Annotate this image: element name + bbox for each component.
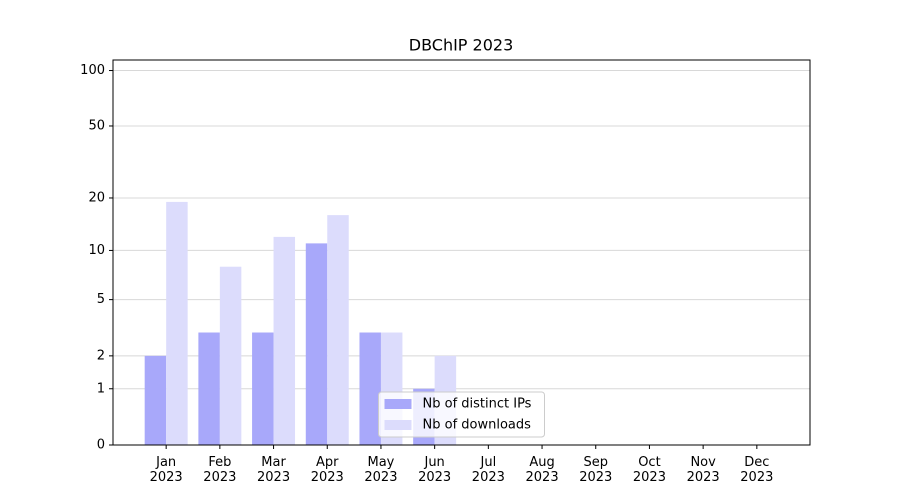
bar	[219, 266, 242, 445]
plot-frame	[112, 59, 811, 446]
x-tick-label: Nov 2023	[687, 455, 720, 485]
x-tick-label: Dec 2023	[740, 455, 773, 485]
y-tick-label: 100	[80, 63, 105, 78]
legend-swatch	[384, 420, 412, 430]
y-tick-label: 20	[88, 190, 105, 205]
x-tick-label: Feb 2023	[203, 455, 236, 485]
x-tick-label: Aug 2023	[526, 455, 559, 485]
x-tick-label: Jul 2023	[472, 455, 505, 485]
legend: Nb of distinct IPs Nb of downloads	[378, 391, 545, 438]
legend-swatch	[384, 399, 412, 409]
bar	[273, 236, 296, 445]
bar	[144, 355, 167, 445]
y-tick-label: 2	[97, 348, 105, 363]
y-tick-label: 0	[97, 438, 105, 453]
bar	[359, 332, 381, 445]
legend-label: Nb of downloads	[423, 418, 532, 433]
bar	[305, 243, 328, 445]
x-tick-label: Oct 2023	[633, 455, 666, 485]
legend-box	[378, 391, 545, 438]
x-tick-label: Jun 2023	[418, 455, 451, 485]
bar	[327, 215, 349, 445]
bar	[198, 332, 220, 445]
y-tick-label: 1	[97, 381, 105, 396]
y-tick-label: 5	[97, 292, 105, 307]
x-tick-label: Jan 2023	[150, 455, 183, 485]
legend-label: Nb of distinct IPs	[423, 397, 532, 412]
bar	[252, 332, 274, 445]
bar	[166, 201, 188, 445]
x-tick-label: Mar 2023	[257, 455, 290, 485]
x-tick-label: Sep 2023	[579, 455, 612, 485]
y-tick-label: 50	[88, 118, 105, 133]
chart-title: DBChIP 2023	[409, 36, 514, 55]
y-tick-label: 10	[88, 243, 105, 258]
x-tick-label: Apr 2023	[311, 455, 344, 485]
x-tick-label: May 2023	[364, 455, 397, 485]
